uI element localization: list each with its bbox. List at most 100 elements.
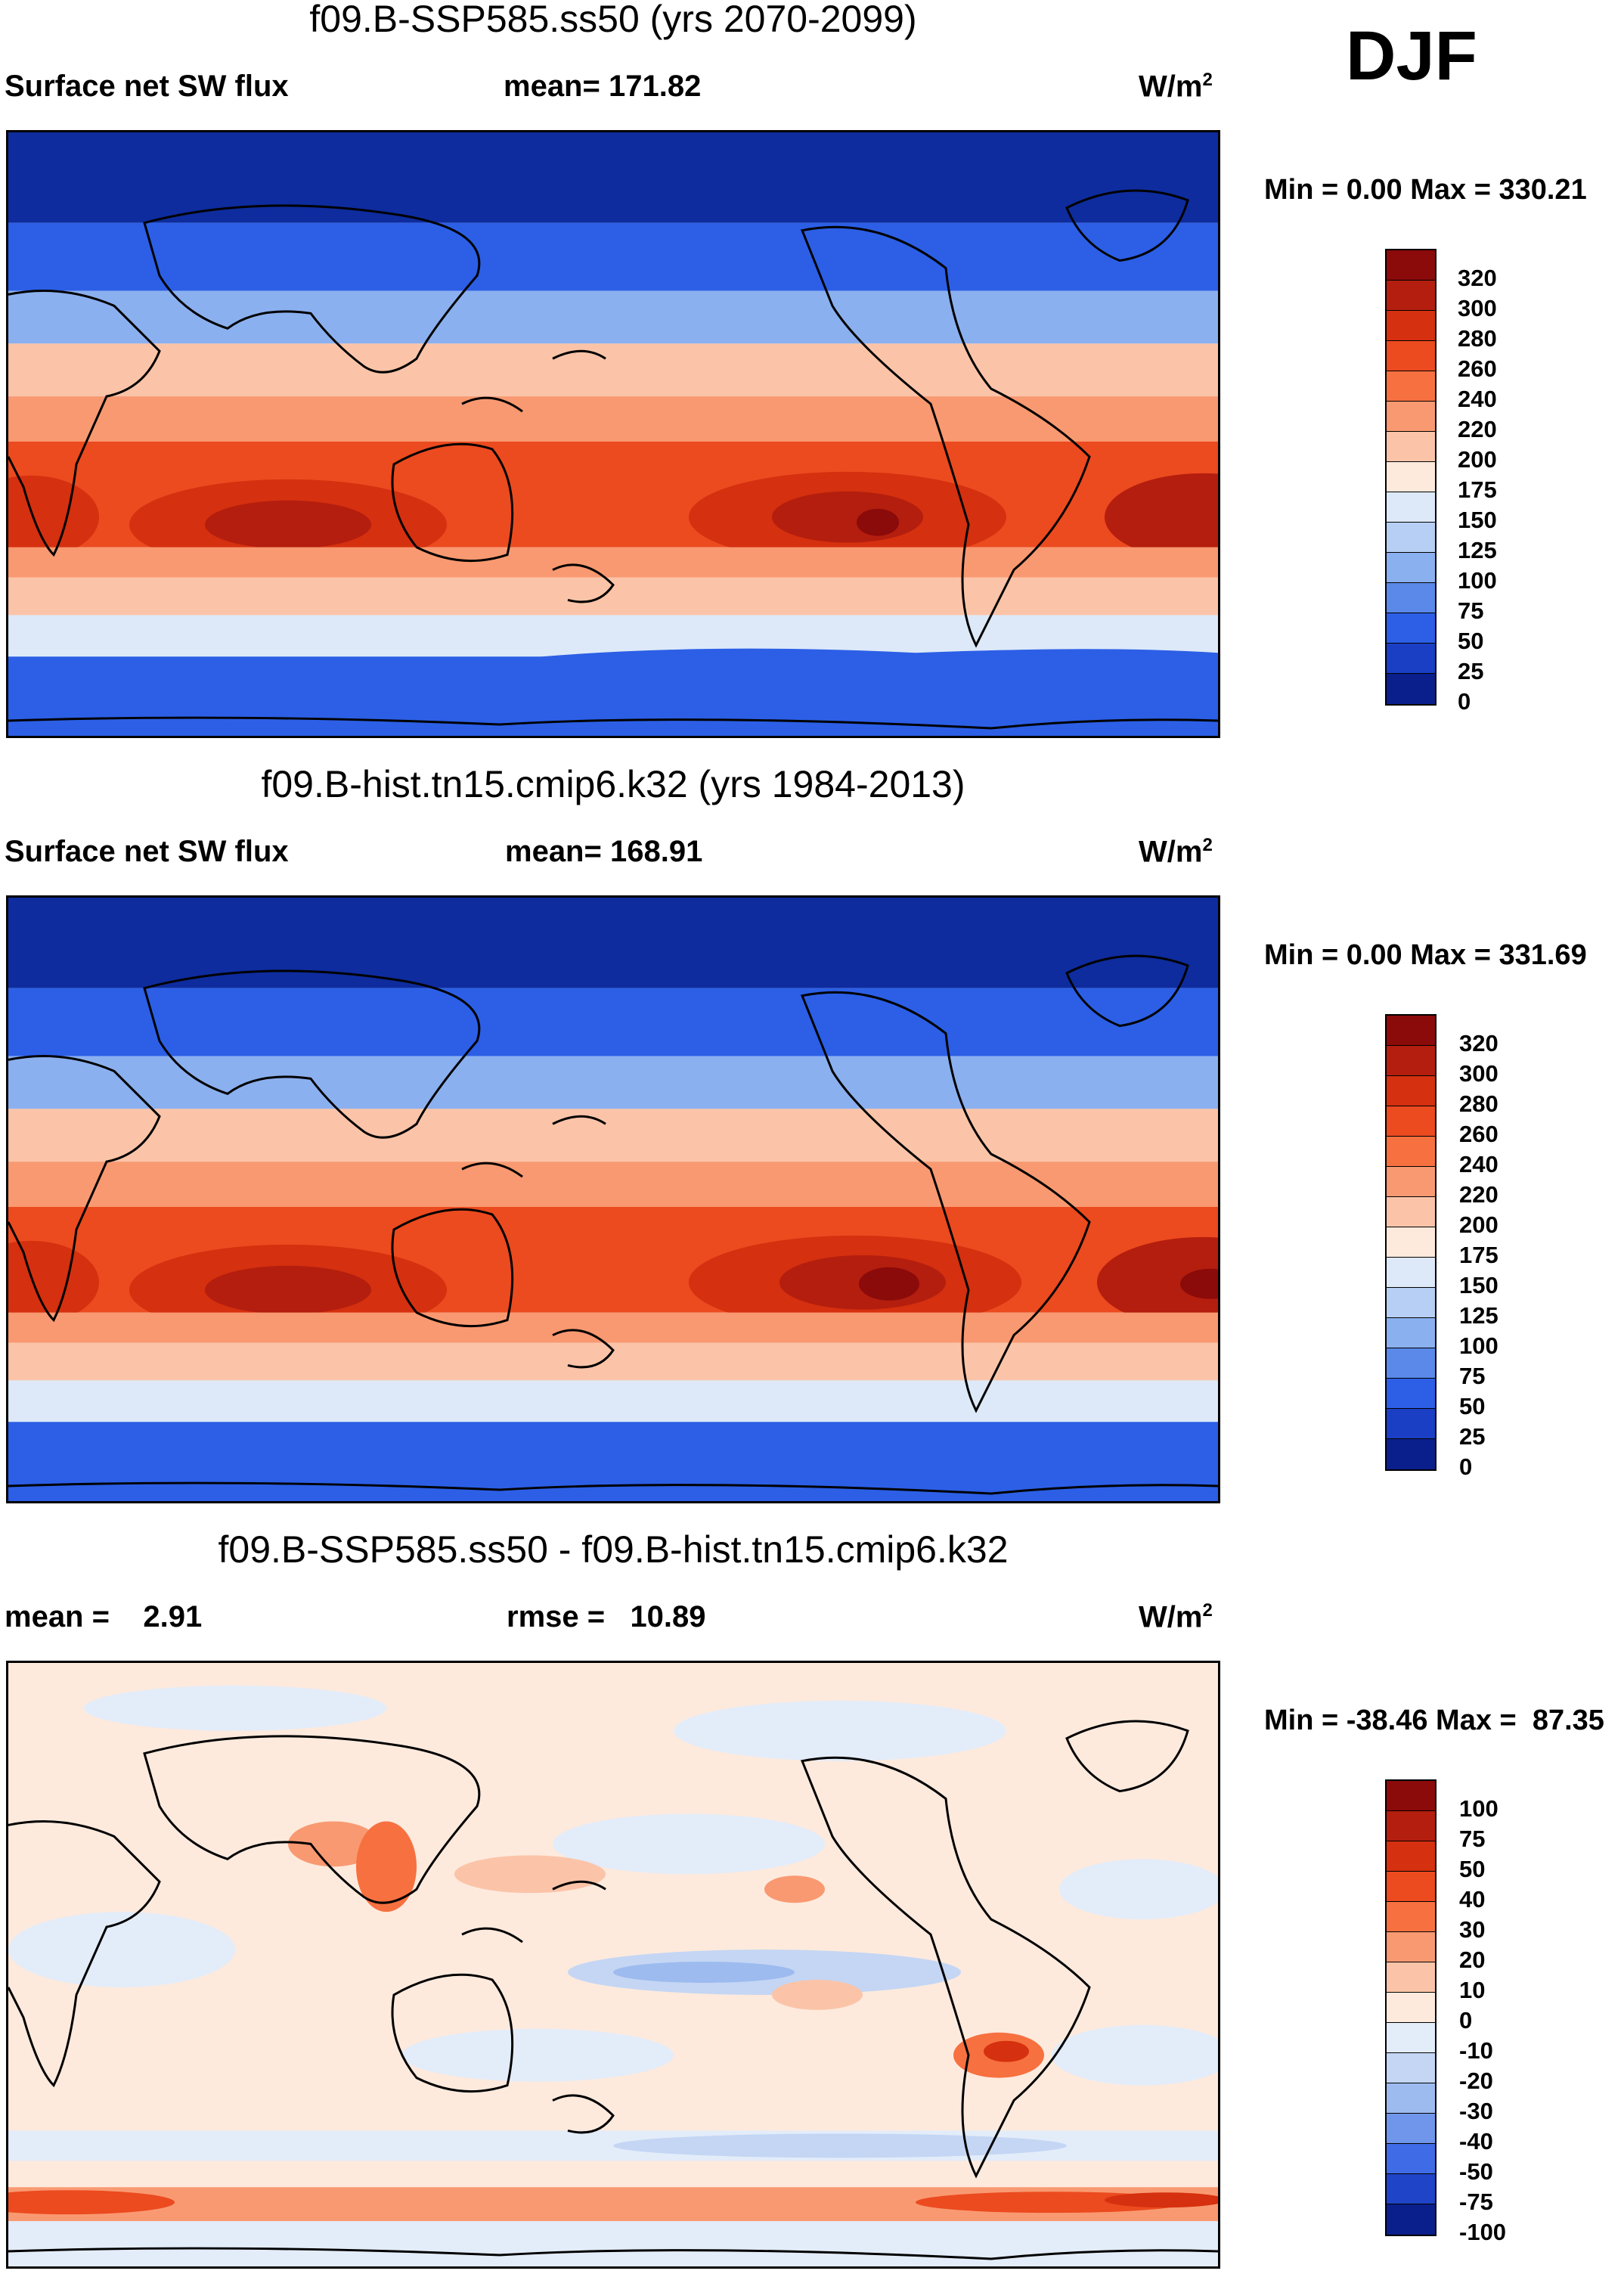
panel-3-rmse-label: rmse = 10.89	[507, 1600, 706, 1633]
panel-1-map	[6, 130, 1220, 738]
panel-2-variable-label: Surface net SW flux	[5, 835, 289, 868]
panel-3-colorbar-label: -40	[1459, 2128, 1493, 2154]
panel-1-minmax: Min = 0.00 Max = 330.21	[1264, 174, 1587, 206]
panel-3-colorbar-box	[1387, 1962, 1435, 1993]
panel-2-colorbar-label: 75	[1459, 1363, 1486, 1389]
panel-1-colorbar-label: 280	[1458, 325, 1497, 352]
panel-2-colorbar-box	[1387, 1288, 1435, 1318]
panel-1-mean-label: mean= 171.82	[504, 70, 702, 103]
panel-1-colorbar-label: 50	[1458, 628, 1484, 654]
panel-3-colorbar-label: 100	[1459, 1795, 1498, 1822]
panel-3-colorbar-label: 75	[1459, 1826, 1486, 1852]
panel-1-colorbar-label: 75	[1458, 597, 1484, 624]
panel-2-minmax: Min = 0.00 Max = 331.69	[1264, 939, 1587, 971]
panel-1-colorbar-label: 220	[1458, 416, 1497, 442]
panel-2-colorbar-box	[1387, 1258, 1435, 1288]
panel-3-colorbar-label: -20	[1459, 2068, 1493, 2094]
panel-3-colorbar	[1385, 1779, 1436, 2236]
panel-2-colorbar-label: 200	[1459, 1211, 1498, 1238]
panel-1-colorbar-label: 175	[1458, 476, 1497, 503]
panel-1-colorbar-box	[1387, 311, 1435, 341]
panel-1-units-label: W/m2	[1139, 70, 1213, 104]
panel-1-colorbar-box	[1387, 250, 1435, 281]
panel-3-map	[6, 1661, 1220, 2269]
panel-3-colorbar-box	[1387, 1781, 1435, 1811]
panel-3-colorbar-label: 10	[1459, 1977, 1486, 2003]
panel-3-colorbar-box	[1387, 1811, 1435, 1841]
panel-3-colorbar-label: 50	[1459, 1856, 1486, 1882]
panel-1-colorbar-label: 150	[1458, 507, 1497, 533]
panel-3-colorbar-box	[1387, 2204, 1435, 2235]
panel-2-colorbar	[1385, 1014, 1436, 1471]
panel-3-colorbar-label: 30	[1459, 1916, 1486, 1943]
panel-3-colorbar-box	[1387, 2144, 1435, 2174]
panel-3-minmax: Min = -38.46 Max = 87.35	[1264, 1705, 1604, 1736]
panel-3-colorbar-box	[1387, 1932, 1435, 1962]
panel-3-colorbar-label: -50	[1459, 2158, 1493, 2185]
panel-2-colorbar-label: 125	[1459, 1302, 1498, 1329]
panel-1-colorbar-box	[1387, 492, 1435, 523]
panel-1-colorbar-label: 240	[1458, 386, 1497, 412]
panel-3-title: f09.B-SSP585.ss50 - f09.B-hist.tn15.cmip…	[218, 1528, 1009, 1571]
panel-1-colorbar-box	[1387, 583, 1435, 613]
panel-2-colorbar-box	[1387, 1197, 1435, 1227]
panel-2-colorbar-box	[1387, 1046, 1435, 1076]
panel-3-colorbar-box	[1387, 2023, 1435, 2053]
panel-1-colorbar-box	[1387, 281, 1435, 311]
panel-2-colorbar-box	[1387, 1227, 1435, 1258]
panel-3-colorbar-box	[1387, 2114, 1435, 2144]
season-label: DJF	[1346, 17, 1477, 95]
panel-1-colorbar-box	[1387, 613, 1435, 644]
panel-2-map	[6, 895, 1220, 1503]
panel-2-colorbar-label: 150	[1459, 1272, 1498, 1298]
panel-3-colorbar-box	[1387, 1993, 1435, 2023]
panel-3-colorbar-label: -75	[1459, 2189, 1493, 2215]
panel-2-colorbar-label: 50	[1459, 1393, 1486, 1419]
panel-2-colorbar-label: 100	[1459, 1332, 1498, 1359]
panel-2-colorbar-box	[1387, 1016, 1435, 1046]
panel-1-title: f09.B-SSP585.ss50 (yrs 2070-2099)	[309, 0, 917, 40]
panel-2-units-label: W/m2	[1139, 835, 1213, 869]
panel-1-colorbar-box	[1387, 432, 1435, 462]
panel-2-colorbar-box	[1387, 1409, 1435, 1439]
panel-1-colorbar-box	[1387, 402, 1435, 432]
panel-2-colorbar-label: 240	[1459, 1151, 1498, 1177]
panel-1-colorbar-box	[1387, 674, 1435, 704]
panel-2-colorbar-box	[1387, 1439, 1435, 1469]
panel-1-colorbar-box	[1387, 523, 1435, 553]
panel-1-colorbar-box	[1387, 462, 1435, 492]
panel-3-colorbar-label: -100	[1459, 2219, 1507, 2245]
panel-2-mean-label: mean= 168.91	[505, 835, 703, 868]
panel-1-colorbar-box	[1387, 341, 1435, 371]
panel-2-colorbar-label: 320	[1459, 1030, 1498, 1056]
panel-3-colorbar-box	[1387, 1841, 1435, 1872]
panel-3-colorbar-box	[1387, 1872, 1435, 1902]
panel-1-colorbar-box	[1387, 553, 1435, 583]
panel-1-colorbar-label: 300	[1458, 295, 1497, 321]
panel-2-colorbar-label: 0	[1459, 1453, 1473, 1480]
panel-2-title: f09.B-hist.tn15.cmip6.k32 (yrs 1984-2013…	[261, 763, 965, 805]
panel-2-colorbar-box	[1387, 1137, 1435, 1167]
panel-2-colorbar-label: 175	[1459, 1242, 1498, 1268]
panel-2-colorbar-label: 220	[1459, 1181, 1498, 1208]
panel-1-colorbar-label: 260	[1458, 355, 1497, 382]
panel-1-colorbar-label: 0	[1458, 688, 1471, 715]
panel-3-colorbar-label: -30	[1459, 2098, 1493, 2124]
panel-1-variable-label: Surface net SW flux	[5, 70, 289, 103]
panel-2-colorbar-label: 25	[1459, 1423, 1486, 1450]
panel-3-colorbar-box	[1387, 2053, 1435, 2083]
panel-3-colorbar-box	[1387, 2174, 1435, 2204]
panel-1-colorbar-label: 100	[1458, 567, 1497, 594]
panel-3-colorbar-label: -10	[1459, 2037, 1493, 2064]
panel-1-colorbar-label: 125	[1458, 537, 1497, 563]
panel-2-colorbar-label: 300	[1459, 1060, 1498, 1087]
panel-1-colorbar-box	[1387, 371, 1435, 402]
panel-1-colorbar-label: 25	[1458, 658, 1484, 684]
panel-3-mean-label: mean = 2.91	[5, 1600, 203, 1633]
panel-2-colorbar-box	[1387, 1106, 1435, 1137]
panel-3-colorbar-label: 40	[1459, 1886, 1486, 1912]
panel-1-colorbar-label: 320	[1458, 265, 1497, 291]
panel-3-colorbar-box	[1387, 1902, 1435, 1932]
panel-3-colorbar-label: 0	[1459, 2007, 1473, 2033]
panel-1-colorbar-label: 200	[1458, 446, 1497, 473]
